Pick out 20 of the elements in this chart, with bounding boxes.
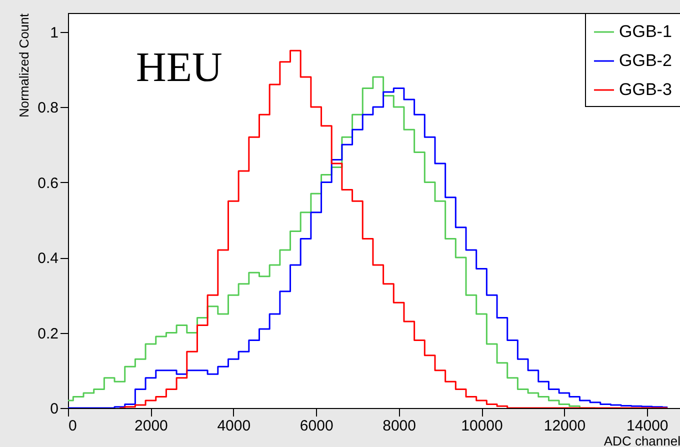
x-tick-label: 2000 — [134, 418, 168, 434]
y-tick-label: 0.2 — [38, 325, 58, 342]
x-tick-label: 4000 — [217, 418, 251, 434]
y-tick-label: 1 — [50, 24, 58, 42]
x-axis-title: ADC channel — [604, 434, 680, 447]
annotation: HEU — [136, 45, 222, 91]
x-tick-label: 8000 — [382, 418, 416, 434]
x-tick-label: 6000 — [300, 418, 334, 434]
legend-label: GGB-2 — [619, 51, 672, 70]
y-axis-title: Normalized Count — [16, 13, 32, 118]
x-tick-label: 12000 — [544, 418, 586, 434]
legend-label: GGB-1 — [619, 22, 672, 41]
y-tick-label: 0.4 — [38, 250, 58, 268]
x-tick-label: 10000 — [461, 418, 503, 434]
y-tick-label: 0 — [50, 400, 58, 418]
x-tick-label: 14000 — [626, 418, 668, 434]
y-tick-label: 0.6 — [38, 174, 58, 192]
y-tick-label: 0.8 — [38, 100, 58, 117]
legend-label: GGB-3 — [619, 80, 672, 99]
x-tick-label: 0 — [68, 418, 77, 434]
